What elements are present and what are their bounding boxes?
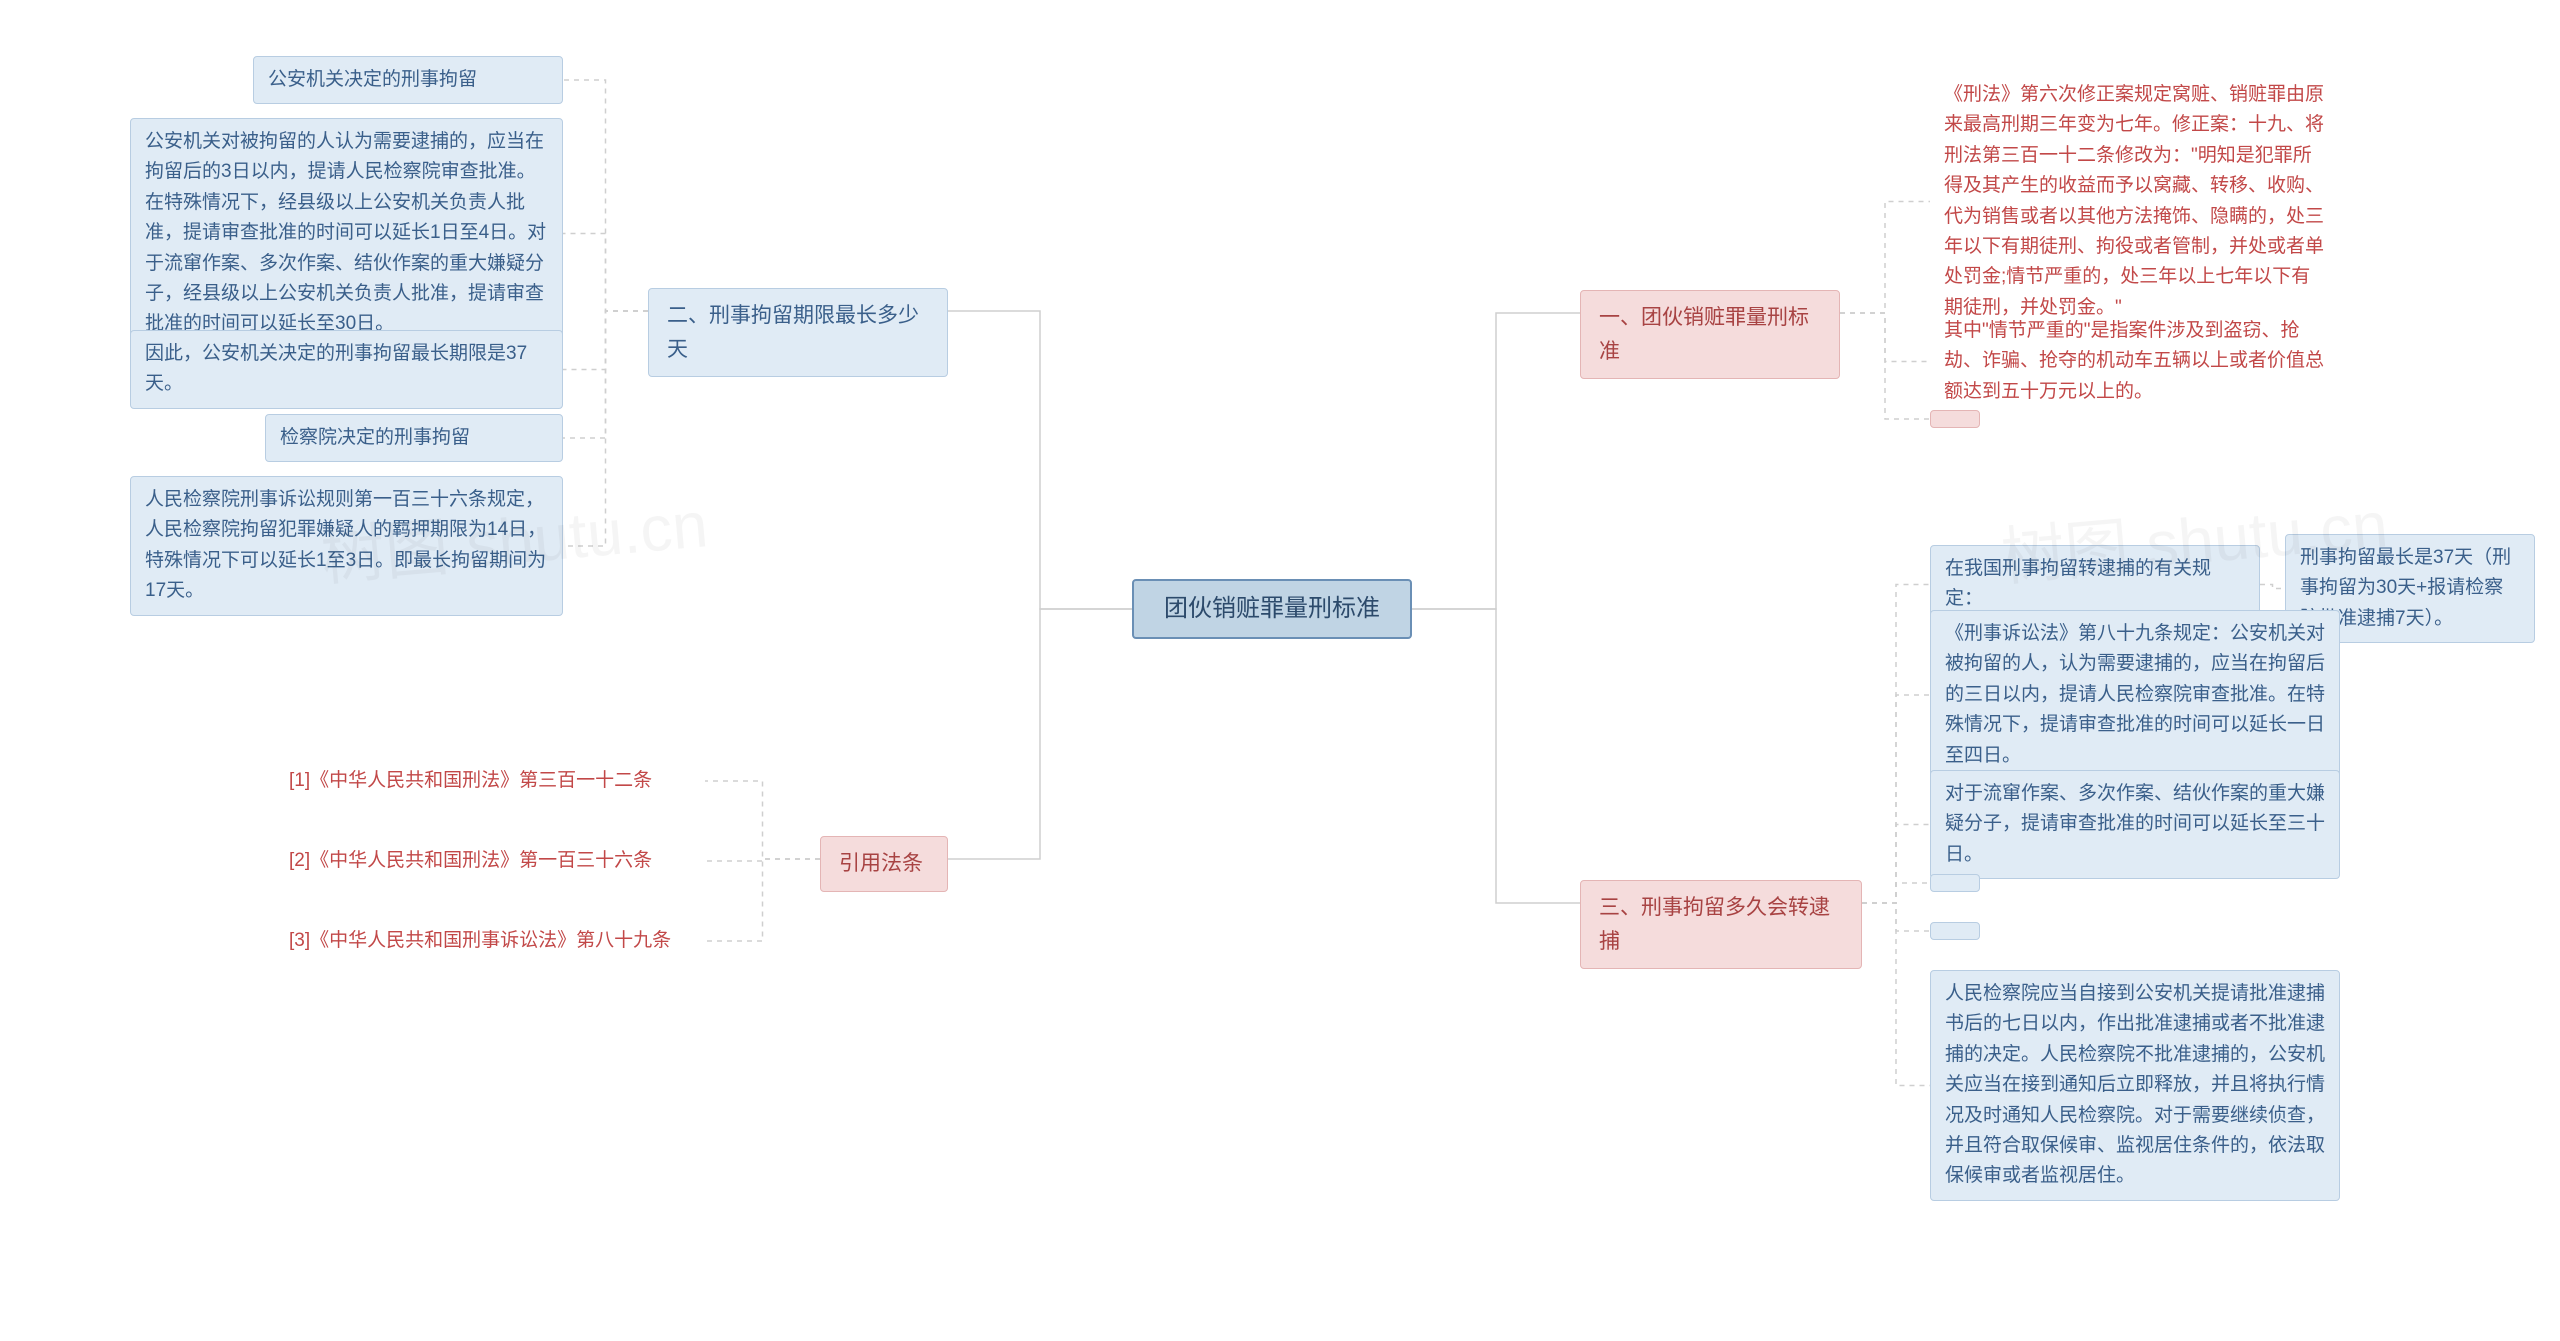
root-label: 团伙销赃罪量刑标准 [1164,590,1380,628]
leaf-label: 对于流窜作案、多次作案、结伙作案的重大嫌疑分子，提请审查批准的时间可以延长至三十… [1945,783,2325,865]
leaf-label: 其中"情节严重的"是指案件涉及到盗窃、抢劫、诈骗、抢夺的机动车五辆以上或者价值总… [1944,320,2324,402]
leaf-label: 公安机关对被拘留的人认为需要逮捕的，应当在拘留后的3日以内，提请人民检察院审查批… [145,131,546,334]
leaf-node: 人民检察院应当自接到公安机关提请批准逮捕书后的七日以内，作出批准逮捕或者不批准逮… [1930,970,2340,1201]
leaf-node: 《刑事诉讼法》第八十九条规定：公安机关对被拘留的人，认为需要逮捕的，应当在拘留后… [1930,610,2340,780]
section-label: 二、刑事拘留期限最长多少天 [667,304,919,361]
section-label: 三、刑事拘留多久会转逮捕 [1599,896,1830,953]
leaf-node [1930,922,1980,940]
leaf-node: 公安机关决定的刑事拘留 [253,56,563,104]
leaf-node: 对于流窜作案、多次作案、结伙作案的重大嫌疑分子，提请审查批准的时间可以延长至三十… [1930,770,2340,879]
leaf-node: 公安机关对被拘留的人认为需要逮捕的，应当在拘留后的3日以内，提请人民检察院审查批… [130,118,563,349]
leaf-label: 检察院决定的刑事拘留 [280,427,470,448]
section-node: 三、刑事拘留多久会转逮捕 [1580,880,1862,969]
leaf-label: 在我国刑事拘留转逮捕的有关规定： [1945,558,2211,609]
root-node: 团伙销赃罪量刑标准 [1132,579,1412,639]
leaf-node [1930,874,1980,892]
leaf-label: 人民检察院应当自接到公安机关提请批准逮捕书后的七日以内，作出批准逮捕或者不批准逮… [1945,983,2325,1186]
leaf-node: 因此，公安机关决定的刑事拘留最长期限是37天。 [130,330,563,409]
leaf-label: 因此，公安机关决定的刑事拘留最长期限是37天。 [145,343,527,394]
leaf-node: [3]《中华人民共和国刑事诉讼法》第八十九条 [275,918,705,964]
leaf-label: [3]《中华人民共和国刑事诉讼法》第八十九条 [289,930,671,951]
leaf-node: 检察院决定的刑事拘留 [265,414,563,462]
leaf-label: [1]《中华人民共和国刑法》第三百一十二条 [289,770,652,791]
leaf-label: 《刑事诉讼法》第八十九条规定：公安机关对被拘留的人，认为需要逮捕的，应当在拘留后… [1945,623,2325,766]
section-label: 一、团伙销赃罪量刑标准 [1599,306,1809,363]
leaf-node: [1]《中华人民共和国刑法》第三百一十二条 [275,758,705,804]
leaf-node: 人民检察院刑事诉讼规则第一百三十六条规定，人民检察院拘留犯罪嫌疑人的羁押期限为1… [130,476,563,616]
leaf-label: 《刑法》第六次修正案规定窝赃、销赃罪由原来最高刑期三年变为七年。修正案：十九、将… [1944,84,2324,318]
leaf-label: 公安机关决定的刑事拘留 [268,69,477,90]
leaf-node: 《刑法》第六次修正案规定窝赃、销赃罪由原来最高刑期三年变为七年。修正案：十九、将… [1930,72,2340,331]
section-node: 二、刑事拘留期限最长多少天 [648,288,948,377]
section-label: 引用法条 [839,852,923,875]
section-node: 一、团伙销赃罪量刑标准 [1580,290,1840,379]
leaf-node [1930,410,1980,428]
section-node: 引用法条 [820,836,948,892]
leaf-label: 人民检察院刑事诉讼规则第一百三十六条规定，人民检察院拘留犯罪嫌疑人的羁押期限为1… [145,489,546,601]
leaf-label: [2]《中华人民共和国刑法》第一百三十六条 [289,850,652,871]
leaf-node: 其中"情节严重的"是指案件涉及到盗窃、抢劫、诈骗、抢夺的机动车五辆以上或者价值总… [1930,308,2340,415]
leaf-node: [2]《中华人民共和国刑法》第一百三十六条 [275,838,705,884]
